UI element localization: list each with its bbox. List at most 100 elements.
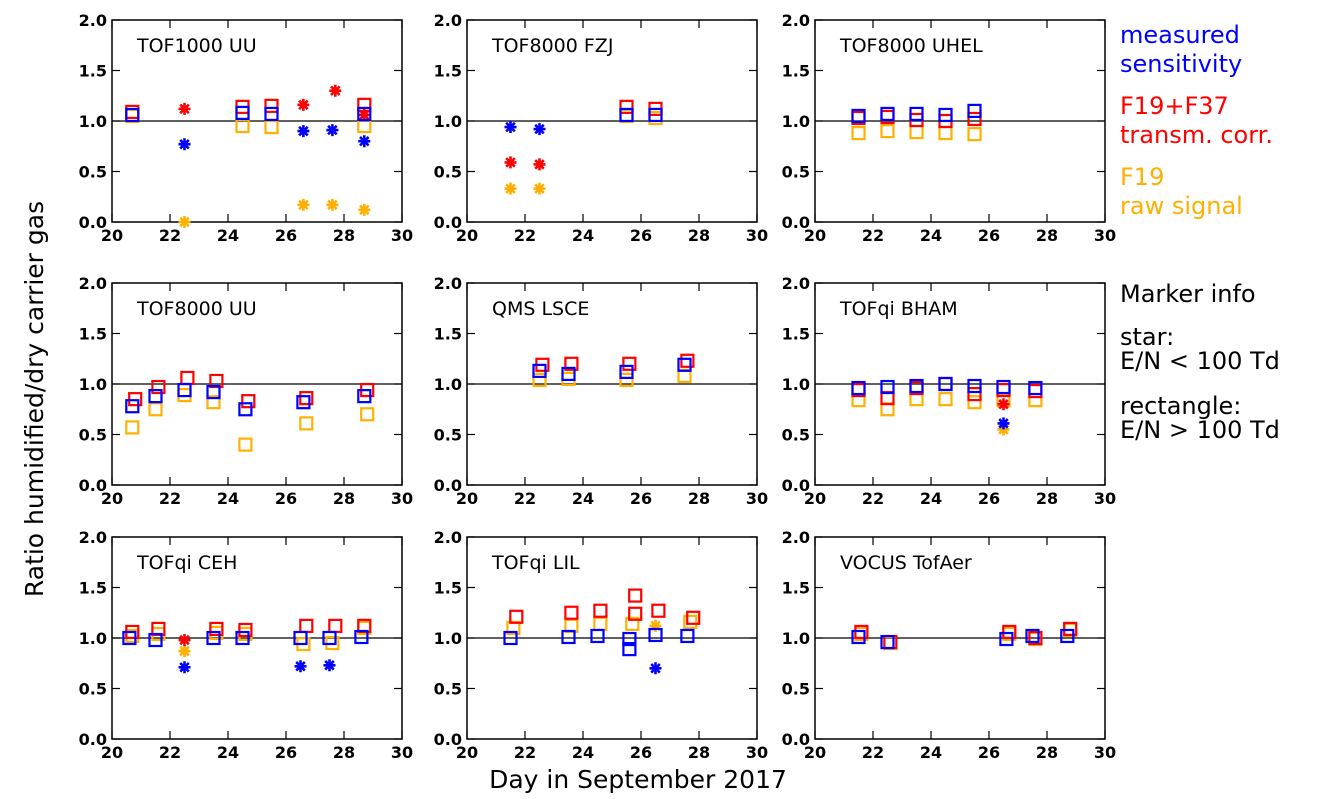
point-meas-square <box>880 379 895 395</box>
y-tick-label: 1.5 <box>434 325 462 344</box>
panel-title: TOFqi BHAM <box>839 298 958 320</box>
point-raw-square <box>967 395 982 410</box>
point-corr-square <box>680 353 695 368</box>
point-corr-star <box>997 398 1010 411</box>
y-tick-label: 0.5 <box>434 426 462 445</box>
y-tick-label: 0.0 <box>79 213 107 232</box>
x-tick-label: 22 <box>514 743 536 762</box>
y-tick-label: 0.5 <box>79 426 107 445</box>
legend-raw-line1: F19 <box>1120 163 1164 191</box>
x-tick-label: 24 <box>920 226 942 245</box>
y-tick-label: 0.5 <box>782 426 810 445</box>
x-tick-label: 26 <box>978 226 1000 245</box>
y-tick-label: 0.5 <box>79 163 107 182</box>
x-tick-label: 28 <box>688 743 710 762</box>
panel-title: TOFqi CEH <box>136 552 237 574</box>
point-meas-square <box>851 380 866 396</box>
point-raw-star <box>178 645 191 658</box>
x-tick-label: 24 <box>217 489 239 508</box>
y-tick-label: 1.5 <box>79 62 107 81</box>
point-meas-square <box>125 107 140 123</box>
x-tick-label: 20 <box>804 489 826 508</box>
point-meas-square <box>619 364 634 379</box>
point-meas-square <box>148 632 163 648</box>
y-tick-label: 2.0 <box>782 528 810 547</box>
y-tick-label: 1.0 <box>434 629 462 648</box>
point-meas-square <box>125 399 140 414</box>
point-meas-square <box>357 106 372 122</box>
x-tick-label: 28 <box>333 743 355 762</box>
y-tick-label: 2.0 <box>434 11 462 30</box>
x-tick-label: 24 <box>920 489 942 508</box>
point-meas-square <box>357 389 372 404</box>
point-meas-star <box>997 417 1010 430</box>
point-meas-square <box>880 634 895 650</box>
point-raw-square <box>851 126 866 141</box>
y-tick-label: 2.0 <box>79 11 107 30</box>
point-meas-square <box>851 108 866 124</box>
x-tick-label: 26 <box>275 743 297 762</box>
y-tick-label: 0.0 <box>434 213 462 232</box>
point-raw-square <box>125 420 140 435</box>
panel-title: TOF1000 UU <box>136 35 257 57</box>
x-tick-label: 20 <box>101 226 123 245</box>
panel-7: 20 22 24 26 28 30 0.0 0.5 1.0 1.5 2.0 TOFqi CEH <box>79 528 413 762</box>
x-tick-label: 24 <box>920 743 942 762</box>
y-tick-label: 1.0 <box>79 629 107 648</box>
x-tick-label: 28 <box>333 226 355 245</box>
point-meas-square <box>235 630 250 646</box>
y-tick-label: 1.5 <box>79 325 107 344</box>
x-tick-label: 30 <box>1094 226 1116 245</box>
y-tick-label: 1.5 <box>434 62 462 81</box>
panel-title: VOCUS TofAer <box>840 552 972 574</box>
x-tick-label: 20 <box>101 489 123 508</box>
x-tick-label: 24 <box>572 743 594 762</box>
point-raw-square <box>625 616 640 631</box>
x-tick-label: 24 <box>217 226 239 245</box>
point-corr-star <box>358 108 371 121</box>
point-meas-square <box>967 103 982 119</box>
point-meas-square <box>996 379 1011 395</box>
y-tick-label: 0.0 <box>434 730 462 749</box>
x-tick-label: 26 <box>978 489 1000 508</box>
point-raw-star <box>358 203 371 216</box>
point-meas-square <box>622 631 637 647</box>
x-tick-label: 28 <box>1036 226 1058 245</box>
y-tick-label: 0.0 <box>782 476 810 495</box>
y-tick-label: 1.5 <box>782 325 810 344</box>
y-tick-label: 2.0 <box>782 274 810 293</box>
point-meas-square <box>680 628 695 644</box>
point-meas-square <box>648 107 663 123</box>
point-corr-square <box>564 356 579 371</box>
point-corr-square <box>593 603 608 618</box>
point-meas-square <box>235 105 250 121</box>
x-tick-label: 22 <box>514 489 536 508</box>
y-tick-label: 0.0 <box>434 476 462 495</box>
panel-title: TOF8000 UU <box>136 298 257 320</box>
point-corr-star <box>329 84 342 97</box>
point-corr-square <box>967 111 982 127</box>
x-tick-label: 20 <box>456 226 478 245</box>
point-meas-square <box>296 395 311 410</box>
x-tick-label: 28 <box>333 489 355 508</box>
panel-title: TOF8000 FZJ <box>491 35 613 57</box>
point-corr-square <box>651 603 666 618</box>
point-raw-star <box>533 182 546 195</box>
point-meas-star <box>326 124 339 137</box>
point-meas-square <box>206 630 221 646</box>
point-raw-square <box>683 614 698 629</box>
x-tick-label: 28 <box>688 226 710 245</box>
point-meas-square <box>122 630 137 646</box>
point-meas-square <box>354 629 369 645</box>
x-tick-label: 26 <box>978 743 1000 762</box>
marker-info-star-title: star: <box>1120 323 1174 351</box>
point-corr-square <box>264 98 279 113</box>
x-tick-label: 20 <box>804 226 826 245</box>
y-tick-label: 1.0 <box>79 112 107 131</box>
point-raw-square <box>532 372 547 388</box>
legend-corrected-line1: F19+F37 <box>1120 92 1229 120</box>
point-meas-square <box>561 629 576 645</box>
y-tick-label: 1.0 <box>782 375 810 394</box>
y-tick-label: 1.0 <box>782 112 810 131</box>
